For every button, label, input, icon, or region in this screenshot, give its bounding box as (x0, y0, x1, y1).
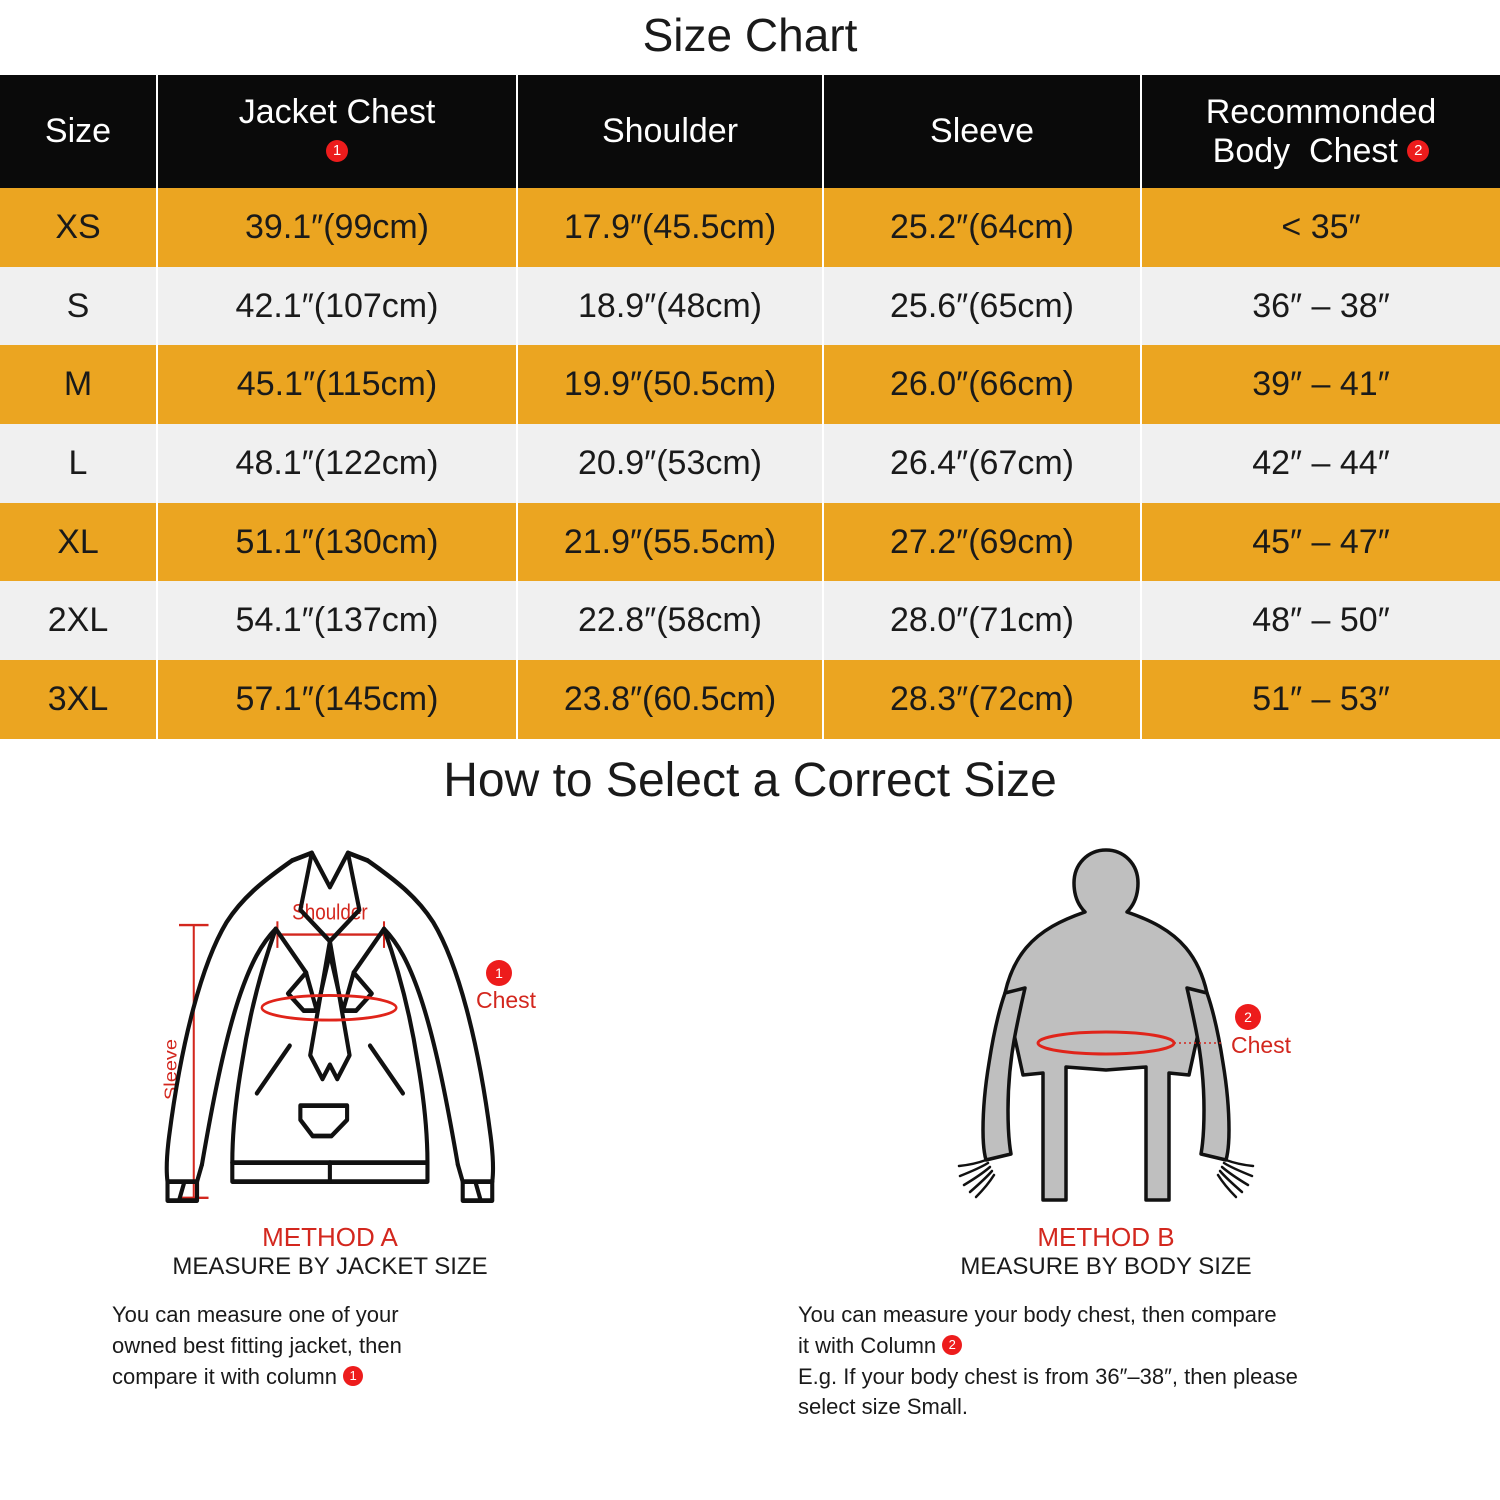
svg-text:Chest: Chest (1231, 1032, 1292, 1058)
svg-text:2: 2 (1244, 1009, 1252, 1025)
svg-text:1: 1 (495, 965, 503, 981)
svg-text:Chest: Chest (476, 987, 537, 1013)
